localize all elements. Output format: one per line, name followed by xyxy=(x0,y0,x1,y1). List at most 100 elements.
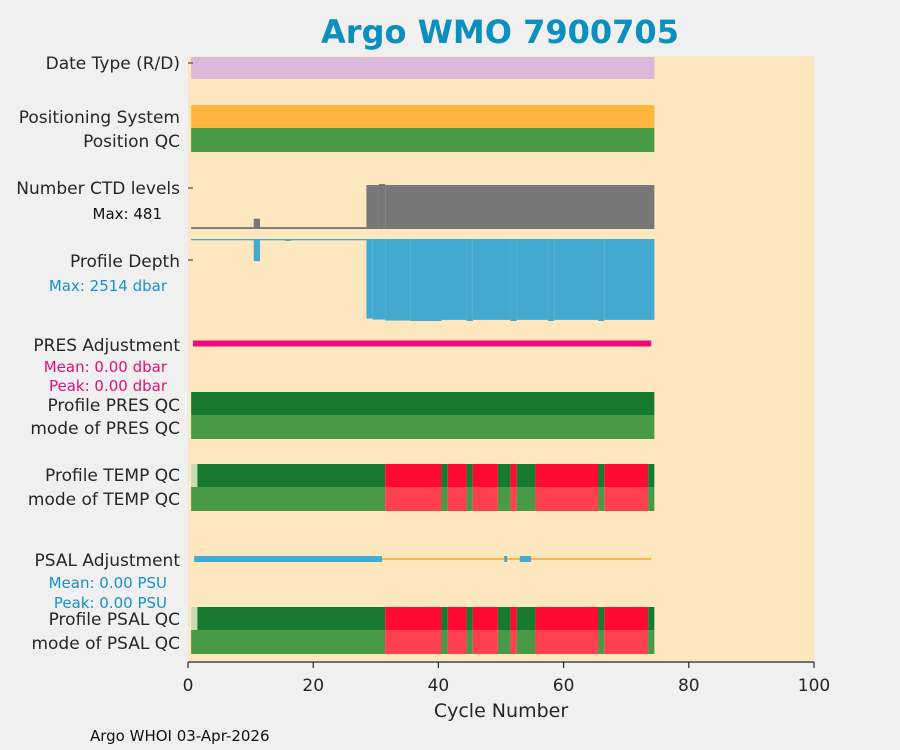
row-label-pres-adjustment: PRES Adjustment xyxy=(33,336,180,356)
x-axis: 0 20 40 60 80 100 xyxy=(183,62,830,696)
mode-psal-qc-segment-5 xyxy=(472,630,498,654)
profile-psal-qc-segment-12 xyxy=(604,607,649,630)
x-tick-label-40: 40 xyxy=(428,676,450,696)
profile-psal-qc-segment-7 xyxy=(497,607,511,630)
profile-depth-bar-7 xyxy=(441,239,467,320)
profile-temp-qc-segment-4 xyxy=(447,464,467,487)
profile-temp-qc-segment-1 xyxy=(197,464,386,487)
profile-psal-qc-segment-1 xyxy=(197,607,386,630)
depth-max-annotation: Max: 2514 dbar xyxy=(49,277,168,295)
profile-depth-bar-4 xyxy=(372,239,386,320)
mode-temp-qc-segment-0 xyxy=(191,487,386,511)
row-label-mode-psal-qc: mode of PSAL QC xyxy=(31,634,180,654)
profile-depth-bar-13 xyxy=(554,239,599,320)
positioning-system-bar xyxy=(191,105,655,128)
profile-psal-qc-segment-2 xyxy=(385,607,442,630)
row-label-profile-depth: Profile Depth xyxy=(70,252,180,272)
profile-psal-qc-segment-3 xyxy=(441,607,448,630)
row-label-profile-pres-qc: Profile PRES QC xyxy=(47,396,180,416)
profile-depth-bar-0 xyxy=(191,239,367,241)
row-label-mode-temp-qc: mode of TEMP QC xyxy=(28,490,180,510)
mode-temp-qc-segment-10 xyxy=(598,487,605,511)
psal-adjustment-bar-1 xyxy=(504,556,508,562)
mode-temp-qc-segment-3 xyxy=(447,487,467,511)
profile-temp-qc-segment-5 xyxy=(466,464,473,487)
profile-psal-qc-segment-6 xyxy=(472,607,498,630)
profile-depth-bar-10 xyxy=(510,239,517,321)
profile-temp-qc-segment-7 xyxy=(497,464,511,487)
profile-temp-qc-segment-0 xyxy=(191,464,198,487)
profile-depth-bar-2 xyxy=(285,239,292,241)
row-label-profile-temp-qc: Profile TEMP QC xyxy=(45,466,180,486)
profile-temp-qc-segment-3 xyxy=(441,464,448,487)
mode-psal-qc-segment-6 xyxy=(497,630,511,654)
mode-pres-qc-bar xyxy=(191,415,655,439)
profile-psal-qc-segment-5 xyxy=(466,607,473,630)
row-label-date-type: Date Type (R/D) xyxy=(46,54,180,74)
mode-temp-qc-segment-2 xyxy=(441,487,448,511)
mode-psal-qc-segment-2 xyxy=(441,630,448,654)
row-label-positioning-system: Positioning System xyxy=(19,108,180,128)
ctd-level-bar-0 xyxy=(191,227,367,229)
mode-psal-qc-segment-1 xyxy=(385,630,442,654)
x-axis-label: Cycle Number xyxy=(434,700,568,722)
profile-depth-bar-12 xyxy=(547,239,555,321)
pres-peak-annotation: Peak: 0.00 dbar xyxy=(49,377,168,395)
profile-temp-qc-segment-8 xyxy=(510,464,517,487)
profile-temp-qc-segment-9 xyxy=(516,464,536,487)
chart-title: Argo WMO 7900705 xyxy=(321,13,679,51)
position-qc-bar xyxy=(191,128,655,152)
psal-adjustment-bar-2 xyxy=(519,556,532,562)
profile-depth-bar-11 xyxy=(516,239,548,320)
profile-depth-bar-1 xyxy=(253,239,260,262)
profile-psal-qc-segment-0 xyxy=(191,607,198,630)
ctd-level-bar-2 xyxy=(366,185,379,229)
date-type-bar xyxy=(191,57,655,79)
psal-peak-annotation: Peak: 0.00 PSU xyxy=(54,594,167,612)
profile-temp-qc-segment-6 xyxy=(472,464,498,487)
footer-credit: Argo WHOI 03-Apr-2026 xyxy=(90,727,270,745)
mode-temp-qc-segment-9 xyxy=(535,487,599,511)
x-tick-label-80: 80 xyxy=(678,676,700,696)
pres-mean-annotation: Mean: 0.00 dbar xyxy=(44,358,168,376)
mode-psal-qc-segment-12 xyxy=(648,630,655,654)
profile-psal-qc-segment-9 xyxy=(516,607,536,630)
mode-temp-qc-segment-1 xyxy=(385,487,442,511)
profile-psal-qc-segment-11 xyxy=(598,607,605,630)
profile-depth-bar-8 xyxy=(466,239,473,321)
mode-psal-qc-segment-0 xyxy=(191,630,386,654)
profile-temp-qc-segment-13 xyxy=(648,464,655,487)
x-tick-label-0: 0 xyxy=(183,676,194,696)
profile-psal-qc-segment-10 xyxy=(535,607,599,630)
profile-depth-bar-5 xyxy=(385,239,411,321)
profile-temp-qc-segment-11 xyxy=(598,464,605,487)
row-label-position-qc: Position QC xyxy=(83,132,180,152)
mode-psal-qc-segment-7 xyxy=(510,630,517,654)
row-label-profile-psal-qc: Profile PSAL QC xyxy=(49,610,180,630)
profile-depth-bar-15 xyxy=(604,239,655,320)
row-label-psal-adjustment: PSAL Adjustment xyxy=(35,551,181,571)
row-label-mode-pres-qc: mode of PRES QC xyxy=(30,419,180,439)
mode-temp-qc-segment-4 xyxy=(466,487,473,511)
mode-psal-qc-segment-3 xyxy=(447,630,467,654)
profile-psal-qc-segment-8 xyxy=(510,607,517,630)
mode-temp-qc-segment-7 xyxy=(510,487,517,511)
mode-psal-qc-segment-10 xyxy=(598,630,605,654)
mode-temp-qc-segment-11 xyxy=(604,487,649,511)
profile-depth-bar-3 xyxy=(366,239,373,319)
mode-psal-qc-segment-9 xyxy=(535,630,599,654)
ctd-level-bar-3 xyxy=(378,184,386,229)
x-tick-label-20: 20 xyxy=(302,676,324,696)
ctd-level-bar-1 xyxy=(253,218,260,229)
ctd-max-annotation: Max: 481 xyxy=(93,205,162,223)
mode-temp-qc-segment-5 xyxy=(472,487,498,511)
profile-pres-qc-bar xyxy=(191,392,655,415)
profile-depth-bar-14 xyxy=(598,239,605,321)
profile-depth-bar-9 xyxy=(472,239,511,320)
row-label-ctd-levels: Number CTD levels xyxy=(16,179,180,199)
profile-temp-qc-segment-2 xyxy=(385,464,442,487)
psal-mean-annotation: Mean: 0.00 PSU xyxy=(49,574,167,592)
psal-adjustment-bar-0 xyxy=(194,556,383,562)
profile-psal-qc-segment-13 xyxy=(648,607,655,630)
